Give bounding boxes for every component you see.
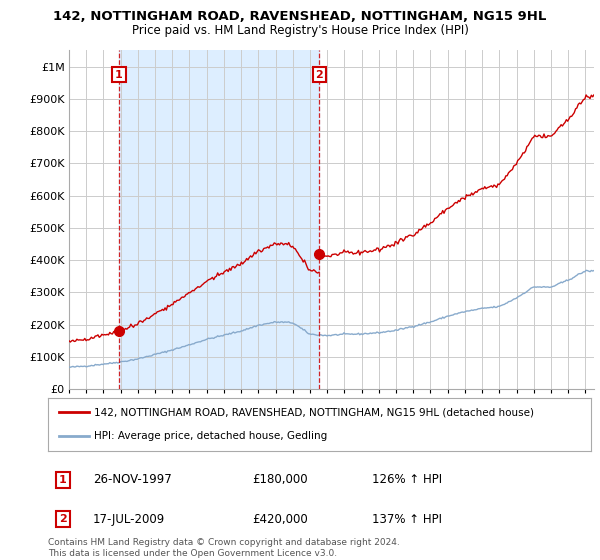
Text: HPI: Average price, detached house, Gedling: HPI: Average price, detached house, Gedl…	[94, 431, 328, 441]
Bar	[119, 50, 319, 389]
Text: 26-NOV-1997: 26-NOV-1997	[93, 473, 172, 487]
Text: 17-JUL-2009: 17-JUL-2009	[93, 512, 165, 526]
Text: 1: 1	[115, 69, 123, 80]
Text: 1: 1	[59, 475, 67, 485]
Text: 142, NOTTINGHAM ROAD, RAVENSHEAD, NOTTINGHAM, NG15 9HL (detached house): 142, NOTTINGHAM ROAD, RAVENSHEAD, NOTTIN…	[94, 408, 534, 418]
Text: 2: 2	[316, 69, 323, 80]
Text: £420,000: £420,000	[252, 512, 308, 526]
Text: 2: 2	[59, 514, 67, 524]
Text: £180,000: £180,000	[252, 473, 308, 487]
Text: 137% ↑ HPI: 137% ↑ HPI	[372, 512, 442, 526]
Text: 142, NOTTINGHAM ROAD, RAVENSHEAD, NOTTINGHAM, NG15 9HL: 142, NOTTINGHAM ROAD, RAVENSHEAD, NOTTIN…	[53, 10, 547, 23]
Text: Contains HM Land Registry data © Crown copyright and database right 2024.
This d: Contains HM Land Registry data © Crown c…	[48, 538, 400, 558]
Text: 126% ↑ HPI: 126% ↑ HPI	[372, 473, 442, 487]
Text: Price paid vs. HM Land Registry's House Price Index (HPI): Price paid vs. HM Land Registry's House …	[131, 24, 469, 36]
